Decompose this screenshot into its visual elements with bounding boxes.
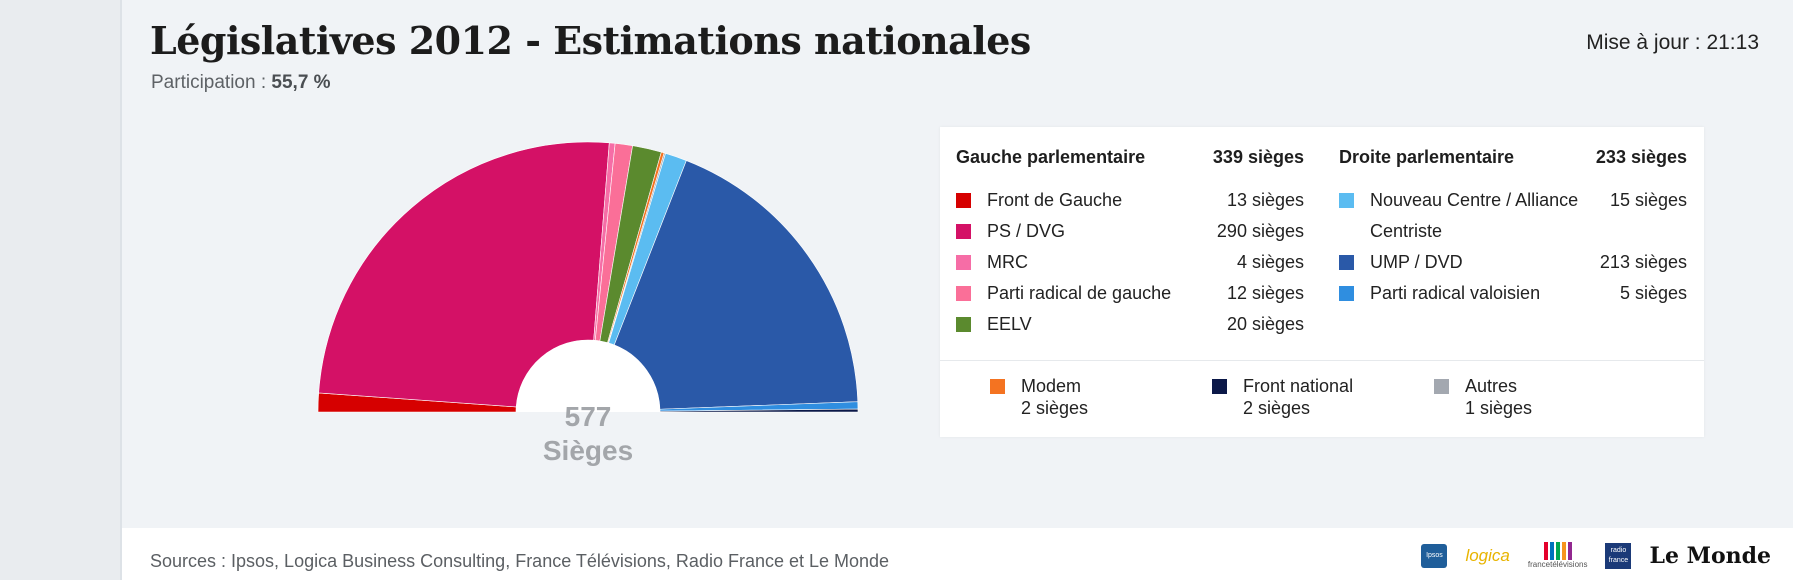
- legend-item-name: Parti radical valoisien: [1370, 283, 1541, 303]
- legend-item: EELV 20 sièges: [956, 309, 1304, 340]
- legend-group-header: Droite parlementaire 233 sièges: [1339, 147, 1687, 171]
- legend-swatch: [1434, 379, 1449, 394]
- hemicycle-chart: [317, 141, 859, 413]
- ipsos-logo[interactable]: Ipsos: [1421, 543, 1448, 568]
- legend-item-name: PS / DVG: [987, 221, 1066, 241]
- legend-group-header: Gauche parlementaire 339 sièges: [956, 147, 1304, 171]
- legend-item: UMP / DVD 213 sièges: [1339, 247, 1687, 278]
- legend-group-total: 339 sièges: [1212, 147, 1304, 167]
- legend-item-name: Front de Gauche: [987, 190, 1123, 210]
- update-time: Mise à jour : 21:13: [1586, 31, 1759, 54]
- legend-swatch: [1339, 193, 1354, 208]
- legend-swatch: [956, 224, 971, 239]
- legend-item-name: Modem: [1021, 376, 1082, 396]
- legend-swatch: [990, 379, 1005, 394]
- legend-item-name: Nouveau Centre / Alliance Centriste: [1370, 190, 1579, 241]
- legend-swatch: [956, 193, 971, 208]
- legend-swatch: [1212, 379, 1227, 394]
- legend-item: MRC 4 sièges: [956, 247, 1304, 278]
- legend-group-title: Droite parlementaire: [1339, 147, 1515, 167]
- legend-swatch: [956, 255, 971, 270]
- legend-swatch: [1339, 255, 1354, 270]
- legend-item-seats: 213 sièges: [1599, 252, 1687, 272]
- legend-item-seats: 2 sièges: [1021, 398, 1089, 418]
- legend-other-item: Modem 2 sièges: [990, 375, 1088, 419]
- legend-item-name: Parti radical de gauche: [987, 283, 1172, 303]
- legend-item: Parti radical de gauche 12 sièges: [956, 278, 1304, 309]
- total-seats-label: 577 Sièges: [483, 400, 693, 468]
- logica-logo[interactable]: logica: [1465, 545, 1510, 565]
- legend-item: Parti radical valoisien 5 sièges: [1339, 278, 1687, 309]
- legend-item-seats: 15 sièges: [1609, 190, 1687, 210]
- francetv-logo[interactable]: francetélévisions: [1527, 542, 1588, 569]
- legend-swatch: [1339, 286, 1354, 301]
- legend-item-seats: 4 sièges: [1236, 252, 1304, 272]
- legend-group-droite: Droite parlementaire 233 sièges Nouveau …: [1339, 147, 1687, 309]
- legend-item-seats: 12 sièges: [1226, 283, 1304, 303]
- legend-item-seats: 2 sièges: [1243, 398, 1311, 418]
- footer: Sources : Ipsos, Logica Business Consult…: [122, 528, 1793, 580]
- legend-item-seats: 290 sièges: [1216, 221, 1304, 241]
- legend-group-title: Gauche parlementaire: [956, 147, 1146, 167]
- francetv-bars-icon: [1543, 542, 1572, 560]
- legend-item-name: MRC: [987, 252, 1028, 272]
- francetv-logo-text: francetélévisions: [1527, 560, 1588, 569]
- participation: Participation : 55,7 %: [151, 72, 331, 94]
- legend-item: Front de Gauche 13 sièges: [956, 185, 1304, 216]
- legend-divider: [940, 360, 1704, 361]
- total-seats-text: Sièges: [542, 435, 634, 466]
- legend-other-item: Autres 1 sièges: [1434, 375, 1532, 419]
- legend-swatch: [956, 317, 971, 332]
- legend-swatch: [956, 286, 971, 301]
- partner-logos: Ipsos logica francetélévisions radio fra…: [1421, 542, 1771, 569]
- participation-label: Participation :: [151, 72, 267, 93]
- legend-group-total: 233 sièges: [1595, 147, 1687, 167]
- legend-item-name: UMP / DVD: [1370, 252, 1463, 272]
- chart-center-hole: [516, 340, 660, 412]
- radiofrance-logo[interactable]: radio france: [1605, 542, 1632, 569]
- participation-value: 55,7 %: [271, 72, 331, 93]
- legend-rows: Front de Gauche 13 sièges PS / DVG 290 sièg…: [956, 185, 1304, 340]
- legend-item-seats: 1 sièges: [1465, 398, 1533, 418]
- lemonde-logo[interactable]: Le Monde: [1649, 542, 1771, 569]
- legend-other-item: Front national 2 sièges: [1212, 375, 1353, 419]
- legend-item-name: EELV: [987, 314, 1032, 334]
- legend-other-text: Modem 2 sièges: [1021, 375, 1088, 419]
- results-card: Législatives 2012 - Estimations national…: [120, 0, 1793, 580]
- legend-rows: Nouveau Centre / Alliance Centriste 15 si…: [1339, 185, 1687, 309]
- sources-text: Sources : Ipsos, Logica Business Consult…: [150, 551, 890, 571]
- legend: Gauche parlementaire 339 sièges Front de…: [940, 127, 1704, 437]
- legend-group-gauche: Gauche parlementaire 339 sièges Front de…: [956, 147, 1304, 340]
- legend-item-name: Autres: [1465, 376, 1518, 396]
- legend-other-text: Autres 1 sièges: [1465, 375, 1532, 419]
- legend-item: Nouveau Centre / Alliance Centriste 15 si…: [1339, 185, 1687, 247]
- legend-item-seats: 20 sièges: [1226, 314, 1304, 334]
- legend-item-name: Front national: [1243, 376, 1354, 396]
- legend-item: PS / DVG 290 sièges: [956, 216, 1304, 247]
- page-title: Législatives 2012 - Estimations national…: [150, 18, 1031, 63]
- legend-item-seats: 5 sièges: [1619, 283, 1687, 303]
- legend-item-seats: 13 sièges: [1226, 190, 1304, 210]
- total-seats-count: 577: [564, 401, 612, 432]
- legend-other-text: Front national 2 sièges: [1243, 375, 1353, 419]
